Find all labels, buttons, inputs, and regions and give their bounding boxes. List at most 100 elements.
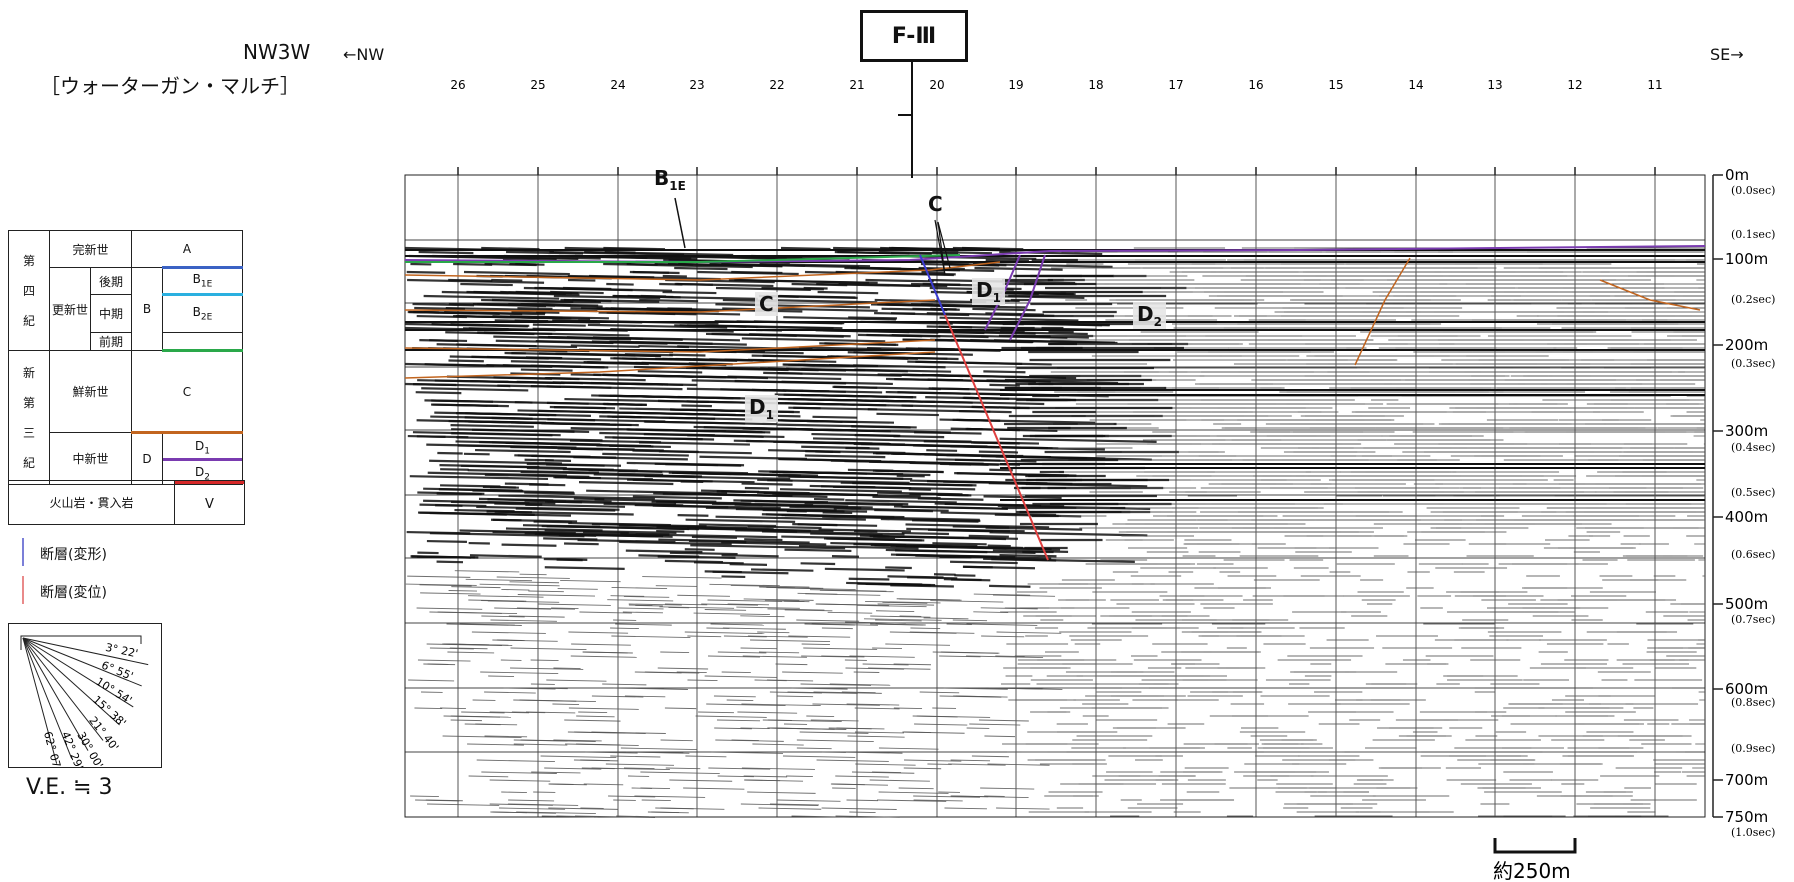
seismic-reflector <box>553 739 602 742</box>
seismic-reflector <box>560 298 612 303</box>
seismic-reflector <box>509 315 609 320</box>
seismic-reflector <box>690 544 846 550</box>
seismic-reflector <box>479 583 560 587</box>
seismic-reflector <box>656 529 685 533</box>
seismic-reflector <box>509 581 560 584</box>
seismic-reflector <box>741 767 815 770</box>
seismic-reflector <box>752 743 804 746</box>
seismic-reflector <box>812 703 880 706</box>
seismic-reflector <box>751 568 814 572</box>
seismic-reflector <box>723 635 767 638</box>
seismic-reflector <box>804 454 886 459</box>
seismic-reflector <box>872 771 902 774</box>
seismic-reflector <box>804 623 855 626</box>
seismic-reflector <box>846 799 879 802</box>
seismic-reflector <box>972 262 1113 268</box>
seismic-reflector <box>409 475 549 481</box>
seismic-reflector <box>587 323 728 329</box>
seismic-reflector <box>664 603 708 606</box>
seismic-reflector <box>818 528 911 533</box>
seismic-reflector <box>882 601 928 604</box>
middle-cell: 中期 <box>90 294 132 333</box>
seismic-reflector <box>744 779 804 782</box>
pleistocene-cell: 更新世 <box>49 267 91 351</box>
seismic-reflector <box>798 346 882 351</box>
seismic-reflector <box>909 631 975 634</box>
seismic-reflector <box>989 383 1020 387</box>
seismic-reflector <box>640 787 671 790</box>
seismic-reflector <box>991 687 1063 690</box>
seismic-reflector <box>498 494 655 500</box>
seismic-reflector <box>934 502 1042 507</box>
seismic-reflector <box>919 691 960 694</box>
seismic-reflector <box>869 460 1020 466</box>
depth-label: 500m <box>1725 595 1768 613</box>
seismic-reflector <box>776 799 841 802</box>
seismic-reflector <box>896 474 925 478</box>
fault-f3-label: F-Ⅲ <box>860 10 968 62</box>
seismic-reflector <box>440 707 466 709</box>
seismic-reflector <box>444 310 546 316</box>
ve-ray <box>22 637 58 764</box>
horizon-c-4 <box>404 351 936 379</box>
seismic-reflector <box>501 589 530 591</box>
time-label: (0.8sec) <box>1731 696 1775 709</box>
seismic-reflector <box>546 525 690 531</box>
seismic-reflector <box>655 585 698 587</box>
seismic-reflector <box>782 671 843 674</box>
seismic-reflector <box>740 647 778 650</box>
seismic-reflector <box>582 651 628 654</box>
seismic-reflector <box>532 687 568 690</box>
seismic-reflector <box>924 453 1052 459</box>
seismic-reflector <box>779 457 858 462</box>
seismic-reflector <box>775 663 808 666</box>
seismic-reflector <box>747 635 808 638</box>
seismic-reflector <box>419 503 487 508</box>
seismic-reflector <box>778 294 856 299</box>
seismic-reflector <box>847 735 905 738</box>
seismic-reflector <box>969 723 1021 726</box>
seismic-reflector <box>769 470 868 475</box>
seismic-reflector <box>447 651 495 654</box>
seismic-reflector <box>684 548 715 551</box>
seismic-reflector <box>786 775 813 777</box>
seismic-reflector <box>848 577 890 581</box>
seismic-reflector <box>952 246 1000 251</box>
seismic-reflector <box>665 767 701 770</box>
seismic-reflector <box>939 555 972 559</box>
seismic-reflector <box>499 807 566 810</box>
seismic-reflector <box>791 815 850 818</box>
seismic-reflector <box>552 703 580 705</box>
label-c-left: C <box>755 292 778 316</box>
seismic-reflector <box>832 385 878 389</box>
seismic-reflector <box>487 498 612 503</box>
seismic-reflector <box>596 307 671 311</box>
seismic-reflector <box>468 595 544 598</box>
seismic-reflector <box>602 683 647 686</box>
seismic-reflector <box>796 739 874 742</box>
seismic-reflector <box>564 719 621 722</box>
seismic-reflector <box>693 612 770 616</box>
seismic-reflector <box>532 323 586 327</box>
seismic-reflector <box>665 463 742 467</box>
seismic-reflector <box>627 294 674 299</box>
seismic-reflector <box>876 412 939 417</box>
seismic-reflector <box>903 731 932 733</box>
seismic-reflector <box>981 635 1025 638</box>
seismic-reflector <box>715 515 866 521</box>
seismic-reflector <box>952 619 988 622</box>
seismic-reflector <box>586 489 728 495</box>
seismic-reflector <box>715 303 870 309</box>
seismic-reflector <box>570 427 727 433</box>
seismic-reflector <box>570 655 637 658</box>
seismic-reflector <box>589 274 655 279</box>
seismic-reflector <box>706 703 786 707</box>
seismic-reflector <box>591 767 670 771</box>
seismic-reflector <box>423 663 456 666</box>
seismic-reflector <box>907 576 958 580</box>
seismic-reflector <box>829 683 891 686</box>
seismic-reflector <box>893 707 923 710</box>
seismic-reflector <box>470 379 511 383</box>
unit-c-cell: C <box>131 350 243 434</box>
